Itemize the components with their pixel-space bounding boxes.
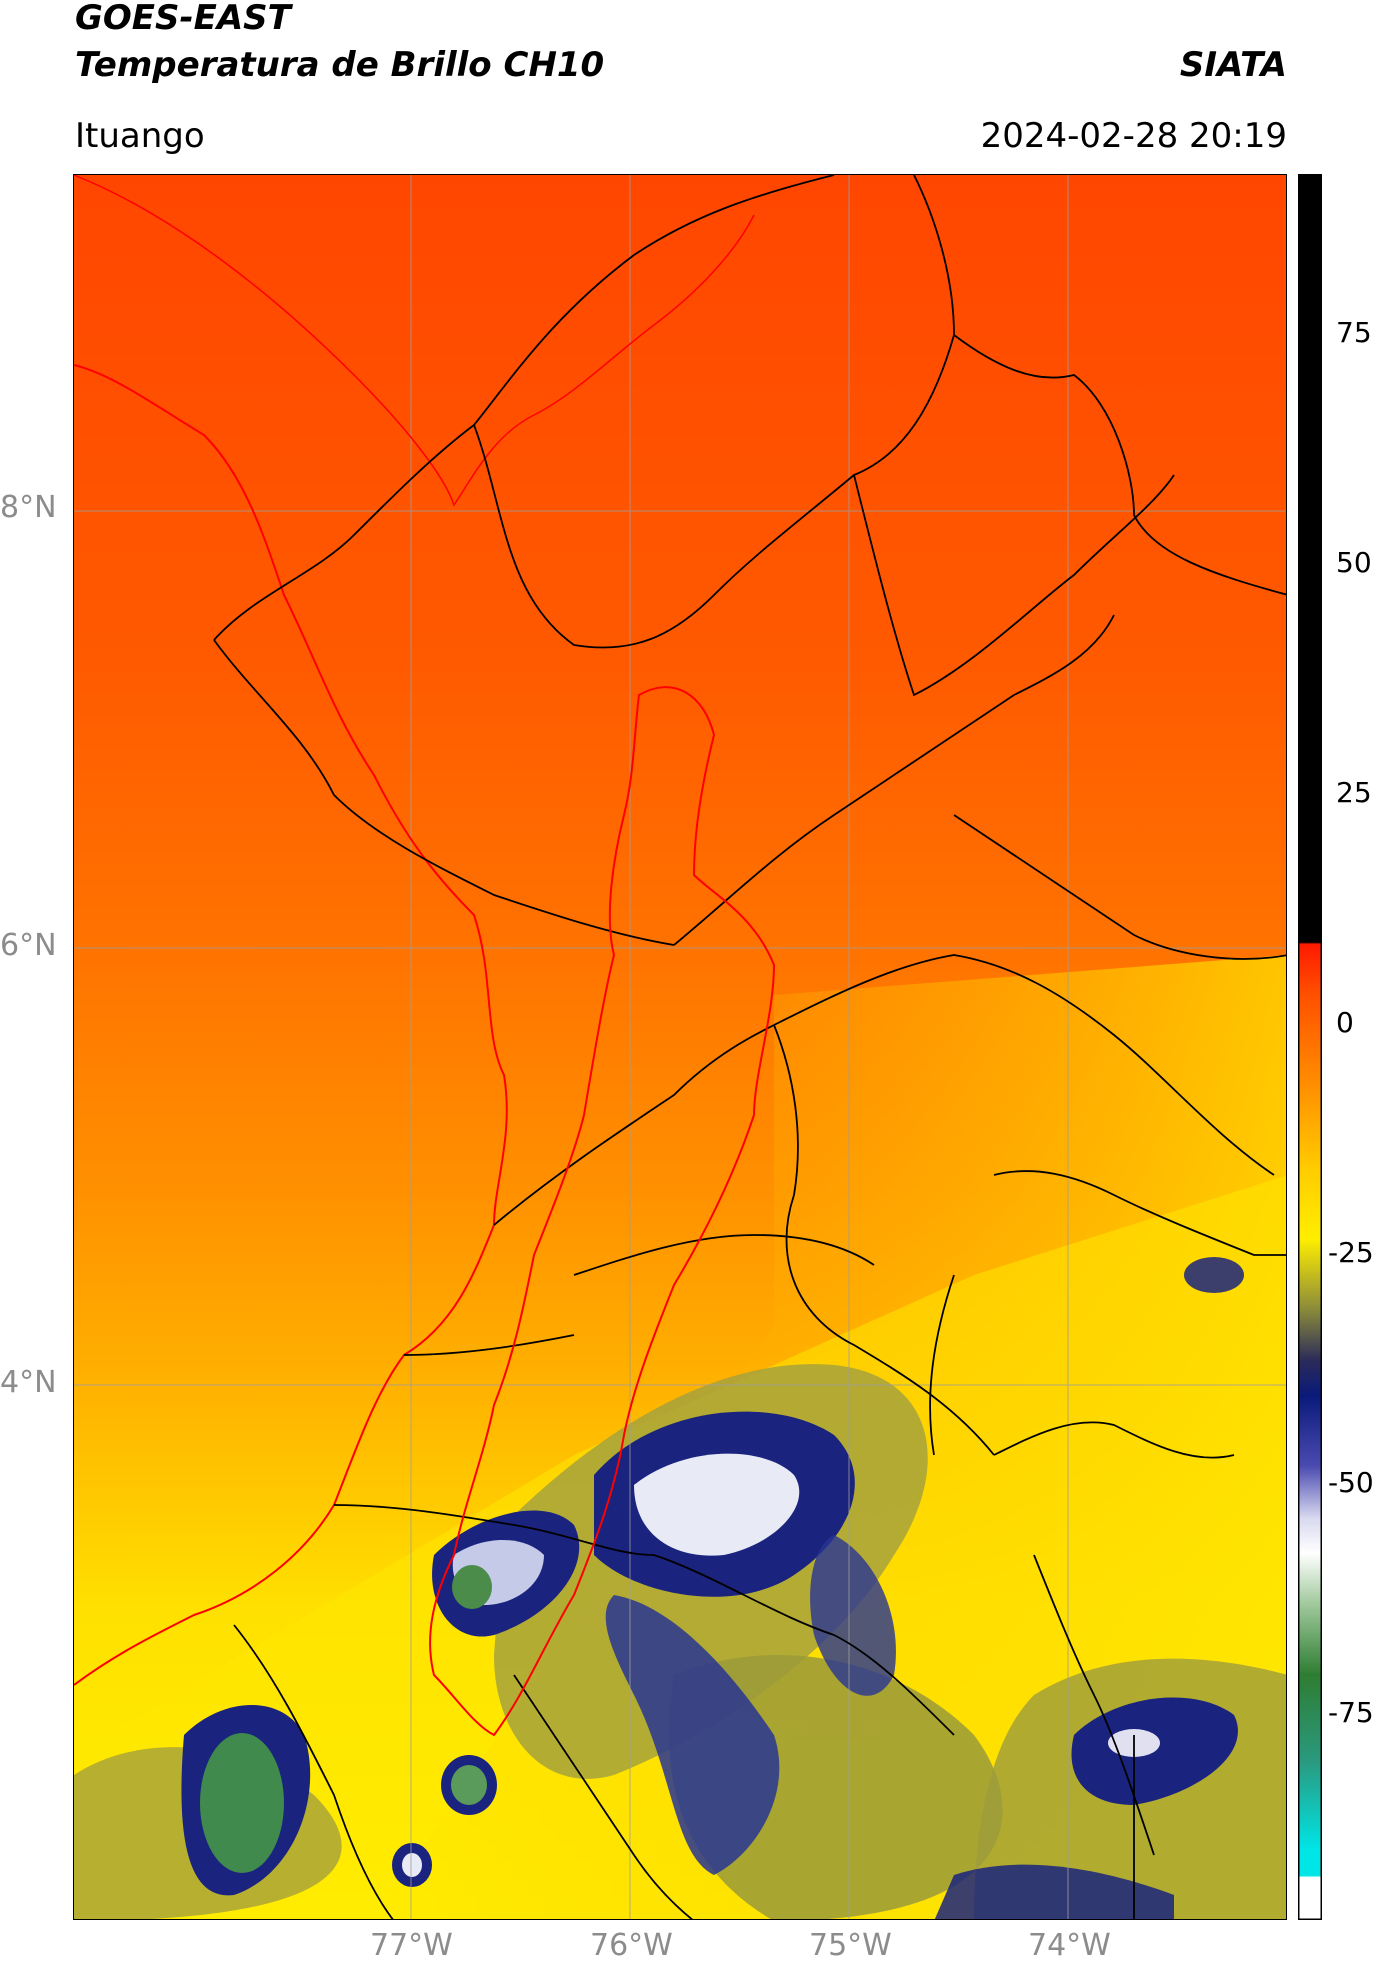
colorbar	[1298, 174, 1322, 1920]
colorbar-fill	[1298, 174, 1322, 1920]
colorbar-tick-minus50: -50	[1328, 1466, 1374, 1499]
colorbar-tick-minus75: -75	[1328, 1696, 1374, 1729]
lon-tick-77w: 77°W	[370, 1928, 453, 1963]
lat-tick-8n: 8°N	[0, 490, 57, 525]
lat-tick-4n: 4°N	[0, 1365, 57, 1400]
lon-tick-76w: 76°W	[590, 1928, 673, 1963]
map-canvas	[74, 175, 1286, 1919]
cold-cloud-band-1	[605, 1595, 780, 1875]
green-cell-2	[200, 1733, 284, 1873]
region-label: Ituango	[75, 116, 205, 156]
colorbar-tick-0: 0	[1336, 1006, 1354, 1039]
map-panel	[73, 174, 1287, 1920]
white-cell-tiny	[402, 1853, 422, 1877]
colorbar-tick-minus25: -25	[1328, 1236, 1374, 1269]
river-basin-outline	[429, 686, 776, 1737]
political-borders	[213, 175, 1286, 1919]
title-product: Temperatura de Brillo CH10	[75, 45, 605, 85]
graticule	[74, 175, 1286, 1919]
cold-cloud-main-core	[634, 1453, 800, 1556]
source-label: SIATA	[1179, 45, 1287, 85]
green-cell-3	[451, 1765, 487, 1805]
lat-tick-6n: 6°N	[0, 928, 57, 963]
lon-tick-75w: 75°W	[809, 1928, 892, 1963]
cold-cloud-band-2	[810, 1535, 896, 1696]
colorbar-tick-25: 25	[1336, 776, 1372, 809]
green-cell-1	[452, 1565, 492, 1609]
gulf-coast	[74, 175, 755, 507]
cold-cloud-bottom	[934, 1864, 1174, 1919]
datetime-label: 2024-02-28 20:19	[980, 116, 1287, 156]
cold-cloud-ne	[1184, 1257, 1244, 1293]
coastline	[74, 364, 508, 1686]
colorbar-tick-75: 75	[1336, 316, 1372, 349]
title-satellite: GOES-EAST	[75, 0, 291, 38]
colorbar-tick-50: 50	[1336, 546, 1372, 579]
lon-tick-74w: 74°W	[1028, 1928, 1111, 1963]
